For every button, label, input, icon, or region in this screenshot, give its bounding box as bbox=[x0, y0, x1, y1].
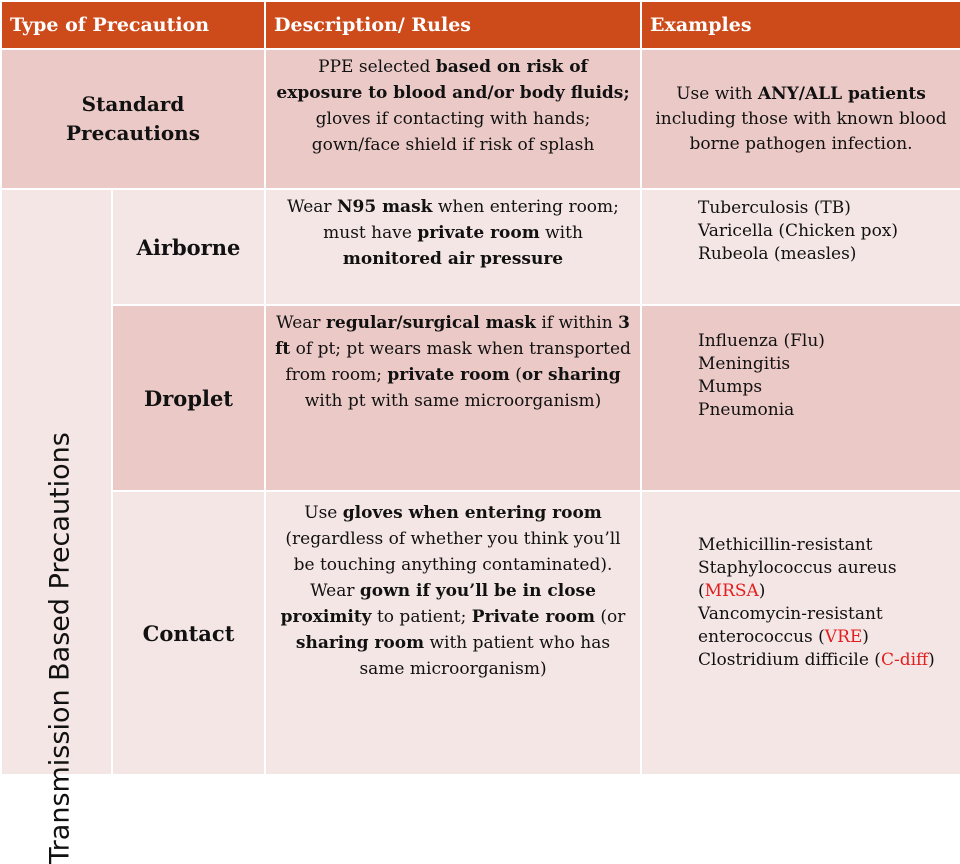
text-run: Use with bbox=[676, 83, 758, 104]
text-run: gloves if contacting with hands; gown/fa… bbox=[311, 109, 595, 155]
row-airborne: Transmission Based Precautions Airborne … bbox=[0, 188, 960, 864]
cdiff-highlight: C-diff bbox=[880, 650, 929, 670]
example-item: enterococcus (VRE) bbox=[698, 626, 952, 649]
text-run-bold: gown if you’ll be in close proximity bbox=[280, 581, 596, 627]
text-run: Wear bbox=[287, 197, 337, 217]
airborne-examples: Tuberculosis (TB) Varicella (Chicken pox… bbox=[640, 188, 960, 306]
text-run: when entering room; must have bbox=[323, 197, 619, 243]
text-run: Staphylococcus aureus ( bbox=[698, 558, 897, 601]
example-item: Meningitis bbox=[698, 354, 791, 374]
contact-label: Contact bbox=[110, 490, 267, 776]
example-item: Rubeola (measles) bbox=[698, 244, 857, 264]
text-run-bold: N95 mask bbox=[336, 197, 433, 217]
vre-highlight: VRE bbox=[824, 627, 863, 647]
airborne-description: Wear N95 mask when entering room; must h… bbox=[264, 188, 643, 306]
standard-description: PPE selected based on risk of exposure t… bbox=[264, 48, 643, 190]
text-run: ( bbox=[509, 365, 522, 385]
text-run-bold: monitored air pressure bbox=[342, 249, 564, 269]
text-run: with pt with same microorganism) bbox=[304, 391, 602, 411]
text-run: Clostridium difficile ( bbox=[698, 650, 881, 670]
text-run-bold: sharing room bbox=[295, 633, 425, 653]
droplet-examples: Influenza (Flu) Meningitis Mumps Pneumon… bbox=[640, 304, 960, 492]
header-examples: Examples bbox=[640, 0, 960, 50]
transmission-label-cell: Transmission Based Precautions bbox=[0, 188, 113, 864]
example-item: Influenza (Flu) bbox=[698, 331, 825, 351]
header-description: Description/ Rules bbox=[264, 0, 643, 50]
row-droplet: Droplet Wear regular/surgical mask if wi… bbox=[1, 304, 960, 492]
text-run: ) bbox=[928, 650, 935, 670]
text-run: (or bbox=[595, 607, 626, 627]
text-run: ) bbox=[862, 627, 869, 647]
text-run: enterococcus ( bbox=[698, 627, 825, 647]
standard-label-line1: Standard bbox=[81, 92, 185, 116]
text-run-bold: ANY/ALL patients bbox=[757, 83, 926, 104]
text-run: if within bbox=[535, 313, 619, 333]
contact-description: Use gloves when entering room (regardles… bbox=[264, 490, 643, 776]
header-row: Type of Precaution Description/ Rules Ex… bbox=[0, 0, 960, 50]
text-run: including those with known blood borne p… bbox=[655, 108, 947, 154]
example-item: Clostridium difficile (C-diff) bbox=[698, 649, 952, 672]
airborne-label: Airborne bbox=[110, 188, 267, 306]
text-run: to patient; bbox=[371, 607, 472, 627]
text-run-bold: private room bbox=[387, 365, 510, 385]
example-item: Methicillin-resistant bbox=[698, 535, 873, 555]
row-standard: Standard Precautions PPE selected based … bbox=[0, 48, 960, 190]
text-run: with bbox=[539, 223, 583, 243]
mrsa-highlight: MRSA bbox=[704, 581, 759, 601]
example-item: Vancomycin-resistant bbox=[698, 604, 883, 624]
row-contact: Contact Use gloves when entering room (r… bbox=[1, 490, 960, 776]
text-run-bold: gloves when entering room bbox=[342, 503, 602, 523]
example-item: Mumps bbox=[698, 377, 763, 397]
text-run-bold: Private room bbox=[471, 607, 596, 627]
text-run-bold: regular/surgical mask bbox=[325, 313, 536, 333]
standard-examples: Use with ANY/ALL patients including thos… bbox=[640, 48, 960, 190]
example-item: Tuberculosis (TB) bbox=[698, 198, 851, 218]
text-run: PPE selected bbox=[318, 57, 436, 77]
header-type: Type of Precaution bbox=[0, 0, 267, 50]
contact-examples: Methicillin-resistant Staphylococcus aur… bbox=[640, 490, 960, 776]
standard-label-line2: Precautions bbox=[66, 121, 200, 145]
example-item: Varicella (Chicken pox) bbox=[698, 221, 899, 241]
droplet-label: Droplet bbox=[110, 304, 267, 492]
text-run-bold: 3 ft bbox=[275, 313, 630, 359]
text-run: (regardless of whether you think you’ll … bbox=[285, 529, 621, 601]
text-run: with patient who has same microorganism) bbox=[359, 633, 611, 679]
text-run: of pt; pt wears mask when transported fr… bbox=[285, 339, 631, 385]
text-run: Use bbox=[304, 503, 343, 523]
standard-label: Standard Precautions bbox=[0, 48, 267, 190]
example-item: Pneumonia bbox=[698, 400, 795, 420]
text-run-bold: or sharing bbox=[521, 365, 621, 385]
example-item: Staphylococcus aureus (MRSA) bbox=[698, 557, 952, 603]
droplet-description: Wear regular/surgical mask if within 3 f… bbox=[264, 304, 643, 492]
text-run: ) bbox=[758, 581, 766, 601]
transmission-label: Transmission Based Precautions bbox=[44, 432, 76, 864]
text-run-bold: based on risk of exposure to blood and/o… bbox=[276, 57, 630, 103]
text-run: Wear bbox=[276, 313, 326, 333]
text-run-bold: private room bbox=[417, 223, 540, 243]
